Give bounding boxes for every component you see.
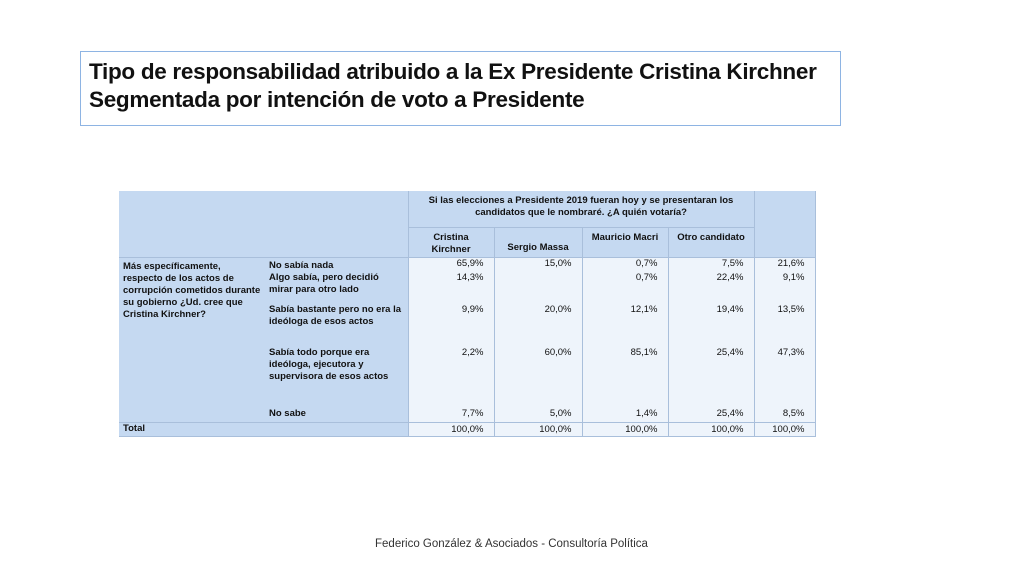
total-header-top — [753, 191, 816, 257]
row-label: No sabe — [265, 406, 408, 422]
table-cell: 0,7% — [581, 256, 668, 272]
table-cell: 20,0% — [493, 304, 582, 347]
total-row-label: Total — [119, 421, 408, 437]
table-cell: 65,9% — [407, 256, 494, 272]
question-header: Si las elecciones a Presidente 2019 fuer… — [407, 191, 754, 228]
row-label: Sabía bastante pero no era la ideóloga d… — [265, 304, 408, 347]
row-label: Algo sabía, pero decidió mirar para otro… — [265, 272, 408, 304]
crosstab-table-wrapper: Si las elecciones a Presidente 2019 fuer… — [119, 191, 816, 437]
table-cell: 9,1% — [753, 272, 816, 304]
table-cell: 25,4% — [667, 347, 754, 406]
table-cell: 12,1% — [581, 304, 668, 347]
table-cell: 13,5% — [753, 304, 816, 347]
table-cell: 85,1% — [581, 347, 668, 406]
crosstab-table: Si las elecciones a Presidente 2019 fuer… — [119, 191, 816, 437]
table-cell: 5,0% — [493, 406, 582, 422]
table-cell: 1,4% — [581, 406, 668, 422]
table-cell: 7,5% — [667, 256, 754, 272]
table-cell: 15,0% — [493, 256, 582, 272]
table-cell: 47,3% — [753, 347, 816, 406]
row-label: No sabía nada — [265, 256, 408, 272]
table-cell — [493, 272, 582, 304]
table-cell: 7,7% — [407, 406, 494, 422]
table-cell: 9,9% — [407, 304, 494, 347]
column-header-otro: Otro candidato — [667, 227, 754, 257]
table-cell: 2,2% — [407, 347, 494, 406]
row-question-label: Más específicamente, respecto de los act… — [119, 256, 265, 422]
table-cell: 8,5% — [753, 406, 816, 422]
table-cell: 21,6% — [753, 256, 816, 272]
footer-text: Federico González & Asociados - Consulto… — [375, 538, 648, 550]
table-cell: 0,7% — [581, 272, 668, 304]
table-cell: 60,0% — [493, 347, 582, 406]
title-line-1: Tipo de responsabilidad atribuido a la E… — [89, 59, 817, 84]
corner-cell — [119, 191, 408, 257]
table-cell: 22,4% — [667, 272, 754, 304]
column-header-macri: Mauricio Macri — [581, 227, 668, 257]
table-cell: 25,4% — [667, 406, 754, 422]
table-cell: 19,4% — [667, 304, 754, 347]
table-cell: 100,0% — [493, 421, 582, 437]
title-line-2: Segmentada por intención de voto a Presi… — [89, 87, 585, 112]
table-cell: 100,0% — [667, 421, 754, 437]
column-header-massa: Sergio Massa — [493, 227, 582, 257]
title-box: Tipo de responsabilidad atribuido a la E… — [80, 51, 841, 126]
table-cell: 14,3% — [407, 272, 494, 304]
row-label: Sabía todo porque era ideóloga, ejecutor… — [265, 347, 408, 406]
column-header-kirchner: Cristina Kirchner — [407, 227, 494, 257]
table-cell: 100,0% — [581, 421, 668, 437]
table-cell: 100,0% — [407, 421, 494, 437]
table-cell: 100,0% — [753, 421, 816, 437]
